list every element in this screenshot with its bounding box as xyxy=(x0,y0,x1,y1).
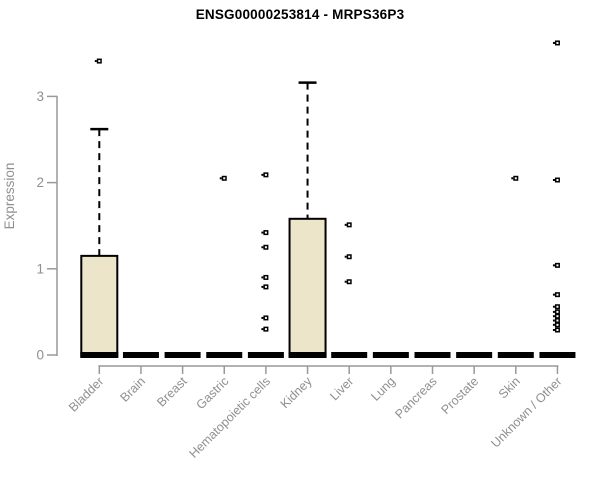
outlier-point-center xyxy=(556,319,559,322)
median-bladder xyxy=(80,352,119,358)
flat-box-brain xyxy=(122,352,159,358)
flat-box-lung xyxy=(372,352,409,358)
outlier-point-center xyxy=(264,231,267,234)
outlier-point-tick xyxy=(261,316,264,319)
outlier-point-center xyxy=(556,310,559,313)
outlier-point-tick xyxy=(219,177,222,180)
outlier-point-tick xyxy=(552,323,555,326)
outlier-point-tick xyxy=(261,328,264,331)
outlier-point-center xyxy=(556,41,559,44)
outlier-point-center xyxy=(264,276,267,279)
outlier-point-center xyxy=(264,246,267,249)
outlier-point-tick xyxy=(552,310,555,313)
flat-box-liver xyxy=(331,352,368,358)
outlier-point-center xyxy=(98,60,101,63)
y-tick-label: 0 xyxy=(36,348,44,363)
x-axis-label-hematopoietic-cells: Hematopoietic cells xyxy=(186,374,273,461)
outlier-point-tick xyxy=(261,276,264,279)
y-axis-title: Expression xyxy=(2,163,17,230)
outlier-point-center xyxy=(348,223,351,226)
outlier-point-center xyxy=(264,173,267,176)
y-tick-label: 2 xyxy=(36,175,44,190)
outlier-point-tick xyxy=(261,231,264,234)
outlier-point-center xyxy=(264,285,267,288)
outlier-point-center xyxy=(556,323,559,326)
outlier-point-tick xyxy=(261,246,264,249)
outlier-point-center xyxy=(556,179,559,182)
x-axis-label-lung: Lung xyxy=(368,374,398,404)
outlier-point-tick xyxy=(552,264,555,267)
outlier-point-tick xyxy=(552,329,555,332)
outlier-point-center xyxy=(514,177,517,180)
x-axis-label-pancreas: Pancreas xyxy=(392,374,439,421)
flat-box-gastric xyxy=(206,352,243,358)
flat-box-skin xyxy=(497,352,534,358)
outlier-point-tick xyxy=(552,305,555,308)
outlier-point-center xyxy=(556,293,559,296)
x-axis-label-skin: Skin xyxy=(496,374,523,401)
outlier-point-tick xyxy=(344,255,347,258)
flat-box-breast xyxy=(164,352,201,358)
outlier-point-center xyxy=(348,255,351,258)
outlier-point-tick xyxy=(261,173,264,176)
outlier-point-center xyxy=(223,177,226,180)
outlier-point-center xyxy=(556,264,559,267)
outlier-point-tick xyxy=(552,315,555,318)
outlier-point-center xyxy=(264,328,267,331)
x-axis-label-gastric: Gastric xyxy=(193,374,231,412)
y-tick-label: 3 xyxy=(36,89,44,104)
outlier-point-tick xyxy=(344,280,347,283)
x-axis-label-liver: Liver xyxy=(327,374,356,403)
flat-box-hematopoietic-cells xyxy=(247,352,284,358)
outlier-point-center xyxy=(348,280,351,283)
outlier-point-tick xyxy=(552,179,555,182)
outlier-point-tick xyxy=(94,60,97,63)
x-axis-label-prostate: Prostate xyxy=(438,374,481,417)
y-tick-label: 1 xyxy=(36,261,44,276)
outlier-point-center xyxy=(556,329,559,332)
box-bladder xyxy=(80,254,119,357)
x-axis-label-unknown-other: Unknown / Other xyxy=(488,374,564,450)
box-kidney xyxy=(288,217,327,357)
chart-title: ENSG00000253814 - MRPS36P3 xyxy=(195,7,405,22)
flat-box-unknown-other xyxy=(539,352,576,358)
x-axis-label-bladder: Bladder xyxy=(66,374,106,414)
outlier-point-center xyxy=(264,316,267,319)
outlier-point-tick xyxy=(552,293,555,296)
flat-box-prostate xyxy=(456,352,493,358)
median-kidney xyxy=(288,352,327,358)
outlier-point-tick xyxy=(261,285,264,288)
x-axis-label-breast: Breast xyxy=(154,374,190,410)
outlier-point-center xyxy=(556,315,559,318)
outlier-point-tick xyxy=(344,223,347,226)
outlier-point-tick xyxy=(552,319,555,322)
outlier-point-tick xyxy=(552,41,555,44)
flat-box-pancreas xyxy=(414,352,451,358)
outlier-point-center xyxy=(556,305,559,308)
x-axis-label-brain: Brain xyxy=(118,374,149,405)
x-axis-label-kidney: Kidney xyxy=(278,374,315,411)
outlier-point-tick xyxy=(511,177,514,180)
